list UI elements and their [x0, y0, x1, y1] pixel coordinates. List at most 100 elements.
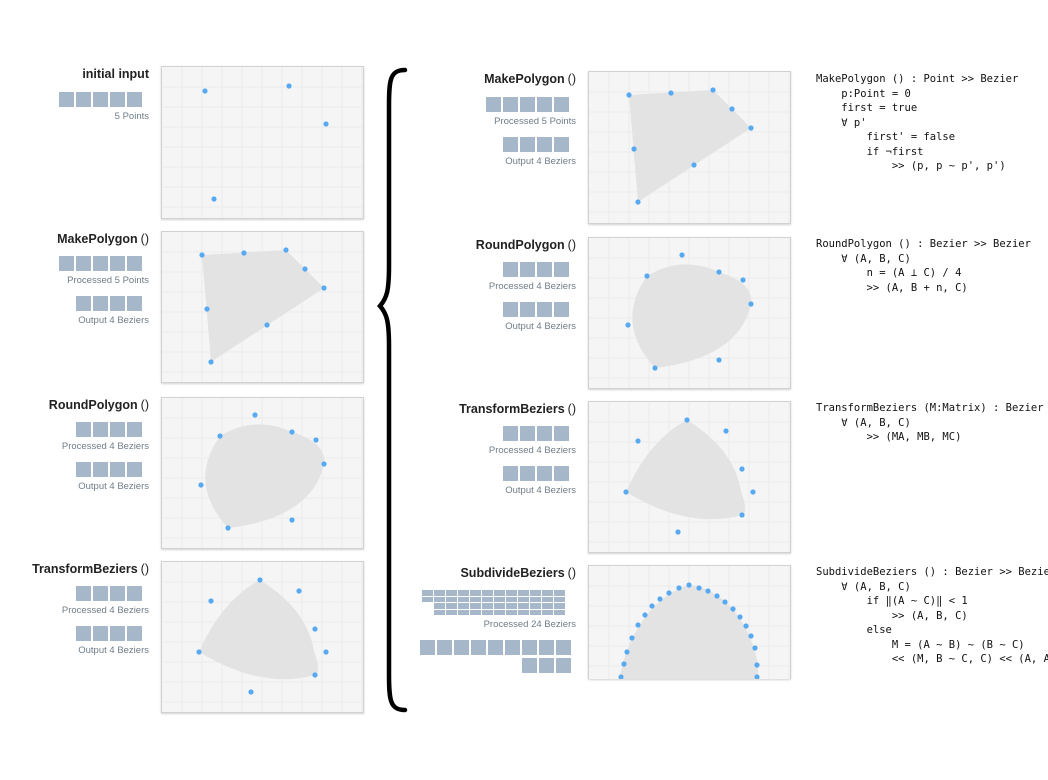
preview-canvas [162, 562, 363, 712]
preview-panel [588, 565, 791, 679]
control-point [730, 606, 736, 612]
stage-title: initial input [82, 67, 149, 81]
preview-panel [588, 237, 791, 389]
shape-fill [205, 424, 325, 528]
shape-fill [199, 580, 319, 680]
stage-name: initial input [82, 67, 149, 81]
control-point [739, 466, 745, 472]
processed-label: Processed 4 Beziers [488, 281, 576, 292]
control-point [217, 433, 223, 439]
control-point [202, 88, 208, 94]
control-point [716, 357, 722, 363]
stage-title: MakePolygon() [484, 72, 576, 86]
control-point [257, 577, 263, 583]
control-point [631, 146, 637, 152]
control-point [684, 417, 690, 423]
control-point [283, 247, 289, 253]
control-point [714, 593, 720, 599]
processed-label: Processed 4 Beziers [61, 605, 149, 616]
input-blocks [59, 92, 144, 107]
control-point [252, 412, 258, 418]
control-point [739, 512, 745, 518]
output-blocks [76, 462, 144, 477]
stage-name: TransformBeziers [32, 562, 138, 576]
control-point [668, 90, 674, 96]
control-point [248, 689, 254, 695]
control-point [748, 125, 754, 131]
stage-title: TransformBeziers() [32, 562, 149, 576]
preview-panel [161, 66, 364, 219]
code-listing: SubdivideBeziers () : Bezier >> Bezier ∀… [816, 566, 1048, 665]
preview-canvas [589, 238, 790, 388]
preview-canvas [162, 398, 363, 548]
control-point [675, 529, 681, 535]
control-point [740, 277, 746, 283]
output-blocks [76, 296, 144, 311]
code-listing: TransformBeziers (M:Matrix) : Bezier >> … [816, 402, 1044, 443]
control-point [289, 517, 295, 523]
control-point [754, 674, 760, 679]
control-point [754, 662, 760, 668]
control-point [635, 199, 641, 205]
control-point [313, 437, 319, 443]
input-blocks [503, 262, 571, 277]
output-blocks-row-2 [522, 658, 573, 673]
preview-canvas [589, 566, 790, 679]
control-point [752, 645, 758, 651]
control-point [618, 674, 624, 679]
stage-paren: () [567, 72, 576, 86]
control-point [321, 285, 327, 291]
output-label: Output 4 Beziers [78, 645, 149, 656]
control-point [723, 428, 729, 434]
preview-panel [161, 397, 364, 549]
control-point [657, 596, 663, 602]
control-point [208, 359, 214, 365]
control-point [691, 162, 697, 168]
stage-title: TransformBeziers() [459, 402, 576, 416]
control-point [716, 269, 722, 275]
control-point [676, 585, 682, 591]
stage-paren: () [140, 562, 149, 576]
stage-name: RoundPolygon [48, 398, 138, 412]
stage-name: MakePolygon [484, 72, 565, 86]
preview-panel [588, 71, 791, 224]
control-point [642, 612, 648, 618]
input-blocks [76, 586, 144, 601]
control-point [629, 635, 635, 641]
control-point [624, 649, 630, 655]
control-point [204, 306, 210, 312]
control-point [705, 588, 711, 594]
preview-panel [588, 401, 791, 553]
control-point [626, 92, 632, 98]
preview-panel [161, 231, 364, 383]
stage-name: TransformBeziers [459, 402, 565, 416]
output-blocks [76, 626, 144, 641]
curly-brace [377, 67, 408, 713]
control-point [649, 603, 655, 609]
input-blocks-grid [422, 590, 576, 616]
control-point [743, 623, 749, 629]
control-point [623, 489, 629, 495]
control-point [312, 626, 318, 632]
control-point [696, 585, 702, 591]
input-blocks [76, 422, 144, 437]
control-point [748, 633, 754, 639]
shape-fill [632, 264, 752, 368]
stage-name: MakePolygon [57, 232, 138, 246]
stage-title: MakePolygon() [57, 232, 149, 246]
output-label: Output 4 Beziers [505, 485, 576, 496]
stage-title: SubdivideBeziers() [460, 566, 576, 580]
control-point [196, 649, 202, 655]
control-point [199, 252, 205, 258]
stage-paren: () [567, 566, 576, 580]
output-blocks [420, 640, 573, 655]
control-point [666, 590, 672, 596]
control-point [323, 121, 329, 127]
control-point [750, 489, 756, 495]
shape-fill [629, 90, 751, 202]
control-point [323, 649, 329, 655]
control-point [211, 196, 217, 202]
stage-paren: () [140, 232, 149, 246]
control-point [722, 599, 728, 605]
control-point [710, 87, 716, 93]
